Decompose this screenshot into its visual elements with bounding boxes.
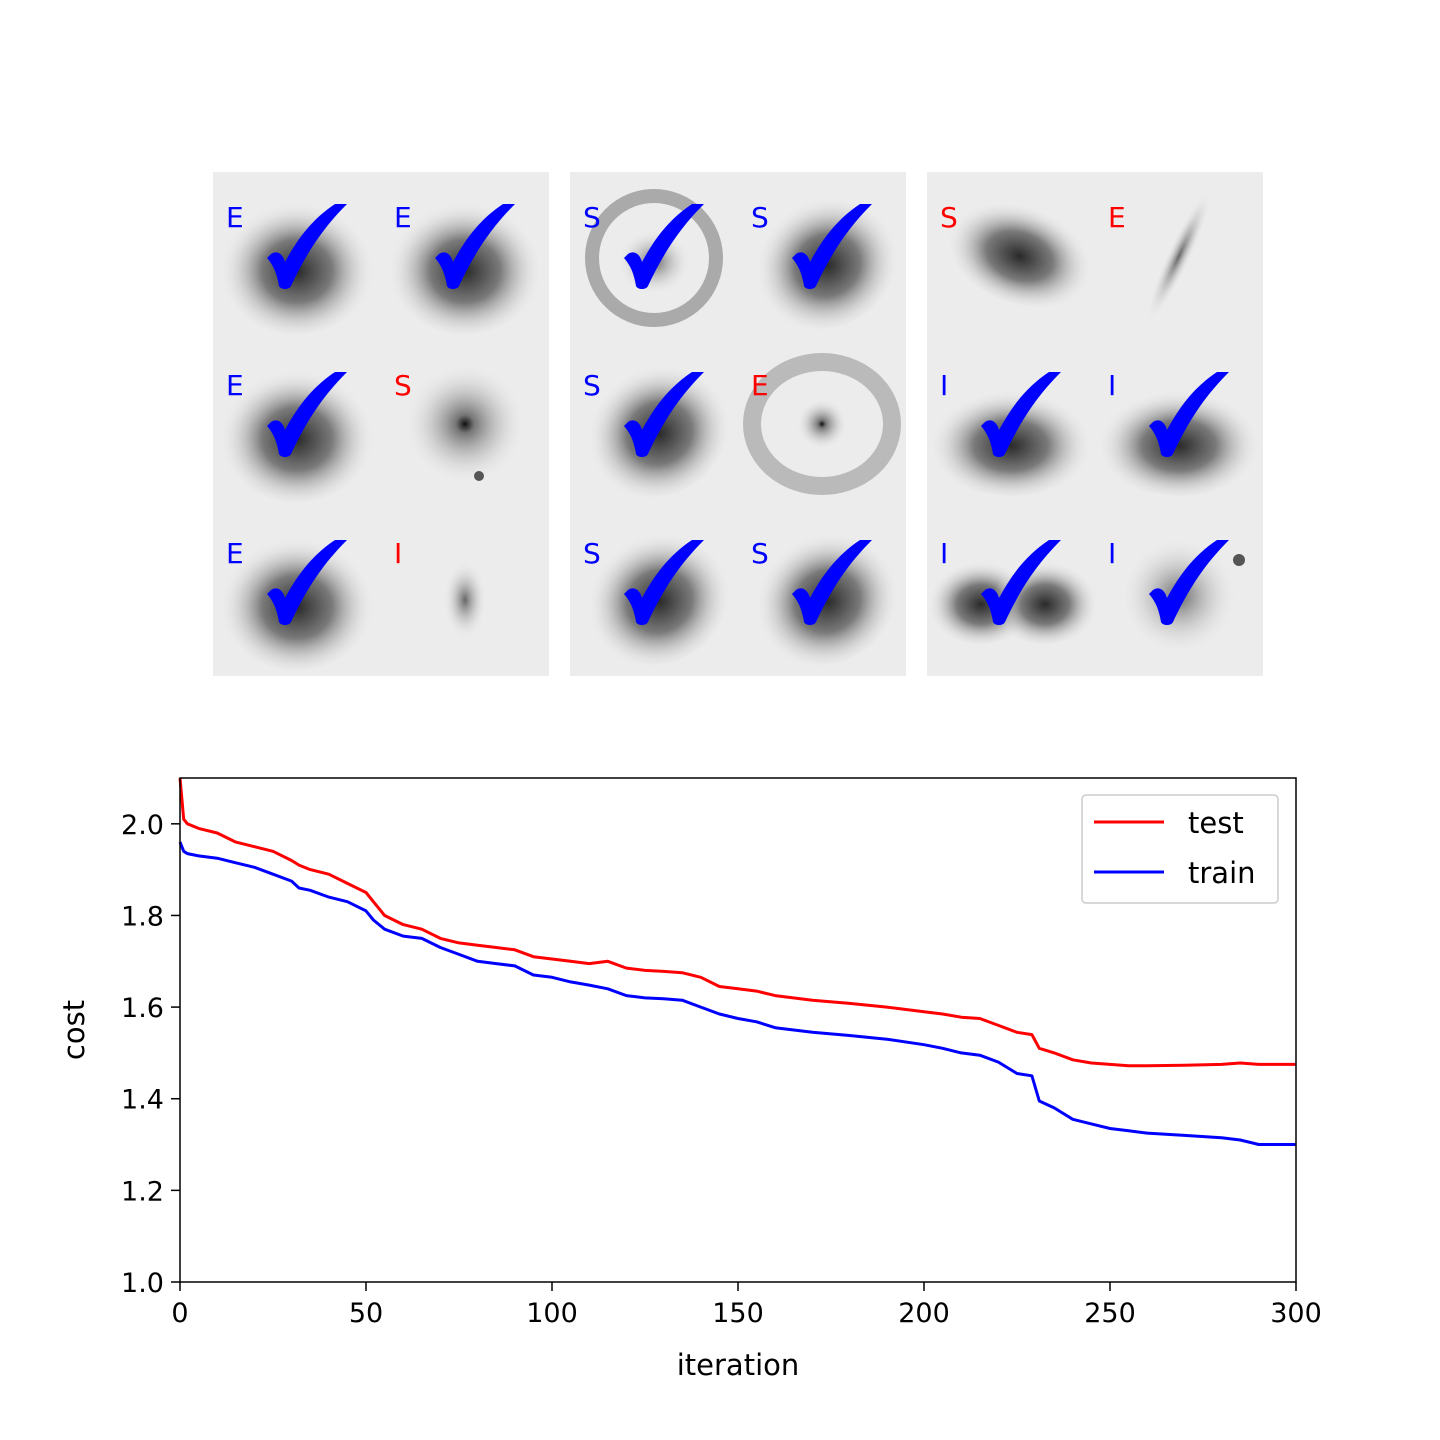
y-tick-label: 1.4 [121,1085,164,1116]
galaxy-class-label: S [394,369,412,402]
galaxy-class-label: I [1108,537,1116,570]
x-axis-title: iteration [677,1348,800,1382]
galaxy-tile: S [570,508,738,676]
galaxy-tile: E [1095,172,1263,340]
galaxy-class-label: S [751,537,769,570]
legend: test train [1081,794,1279,904]
galaxy-image [403,362,527,486]
y-tick-label: 1.2 [121,1176,164,1207]
galaxy-class-label: S [583,201,601,234]
galaxy-image [947,195,1095,307]
galaxy-tile: E [213,172,381,340]
y-tick-label: 1.8 [121,901,164,932]
x-tick-label: 200 [898,1298,950,1329]
galaxy-class-label: I [940,369,948,402]
galaxy-tile: S [738,508,906,676]
galaxy-class-label: S [940,201,958,234]
galaxy-tile: E [381,172,549,340]
galaxy-class-label: E [394,201,412,234]
galaxy-image-grid: E E S S S E E S S E I I E I S S I I [213,172,1263,676]
x-tick-label: 0 [171,1298,188,1329]
galaxy-class-label: I [940,537,948,570]
checkmark-icon [981,372,1061,457]
x-tick-label: 50 [349,1298,383,1329]
y-axis: 1.0 1.2 1.4 1.6 1.8 2.0 [121,810,180,1299]
galaxy-class-label: I [394,537,402,570]
galaxy-class-label: E [226,369,244,402]
y-tick-label: 1.6 [121,993,164,1024]
galaxy-image [443,560,487,640]
checkmark-icon [267,204,347,289]
galaxy-tile: I [927,340,1095,508]
checkmark-icon [267,540,347,625]
checkmark-icon [792,540,872,625]
checkmark-icon [981,540,1061,625]
x-tick-label: 100 [526,1298,578,1329]
y-axis-title: cost [57,1000,91,1060]
galaxy-tile: E [213,508,381,676]
galaxy-tile: E [213,340,381,508]
x-axis: 0 50 100 150 200 250 300 [171,1282,1322,1329]
series-line-train [178,841,1296,1146]
galaxy-image [1145,188,1213,324]
x-tick-label: 250 [1084,1298,1136,1329]
galaxy-tile: I [1095,508,1263,676]
galaxy-class-label: S [583,369,601,402]
galaxy-class-label: E [751,369,769,402]
checkmark-icon [792,204,872,289]
checkmark-icon [1149,372,1229,457]
checkmark-icon [1149,540,1229,625]
galaxy-class-label: E [226,537,244,570]
galaxy-tile: I [1095,340,1263,508]
cost-chart: 0 50 100 150 200 250 300 1.0 1.2 1.4 1.6 1.8 2.0 it… [57,777,1322,1382]
legend-label-test: test [1188,806,1244,840]
checkmark-icon [624,540,704,625]
galaxy-tile: S [570,172,738,340]
galaxy-tile: S [381,340,549,508]
checkmark-icon [435,204,515,289]
galaxy-class-label: S [583,537,601,570]
galaxy-class-label: S [751,201,769,234]
x-tick-label: 300 [1270,1298,1322,1329]
galaxy-image [743,353,901,495]
galaxy-tile: I [381,508,549,676]
galaxy-class-label: E [226,201,244,234]
y-tick-label: 1.0 [121,1268,164,1299]
galaxy-tile: S [738,172,906,340]
galaxy-tile: S [927,172,1095,340]
checkmark-icon [624,372,704,457]
x-tick-label: 150 [712,1298,764,1329]
checkmark-icon [624,204,704,289]
galaxy-class-label: E [1108,201,1126,234]
galaxy-tile: E [738,340,906,508]
galaxy-tile: S [570,340,738,508]
series-line-test [178,777,1296,1068]
checkmark-icon [267,372,347,457]
galaxy-tile: I [927,508,1095,676]
galaxy-class-label: I [1108,369,1116,402]
series-layer [178,777,1296,1146]
legend-label-train: train [1188,856,1256,890]
y-tick-label: 2.0 [121,810,164,841]
